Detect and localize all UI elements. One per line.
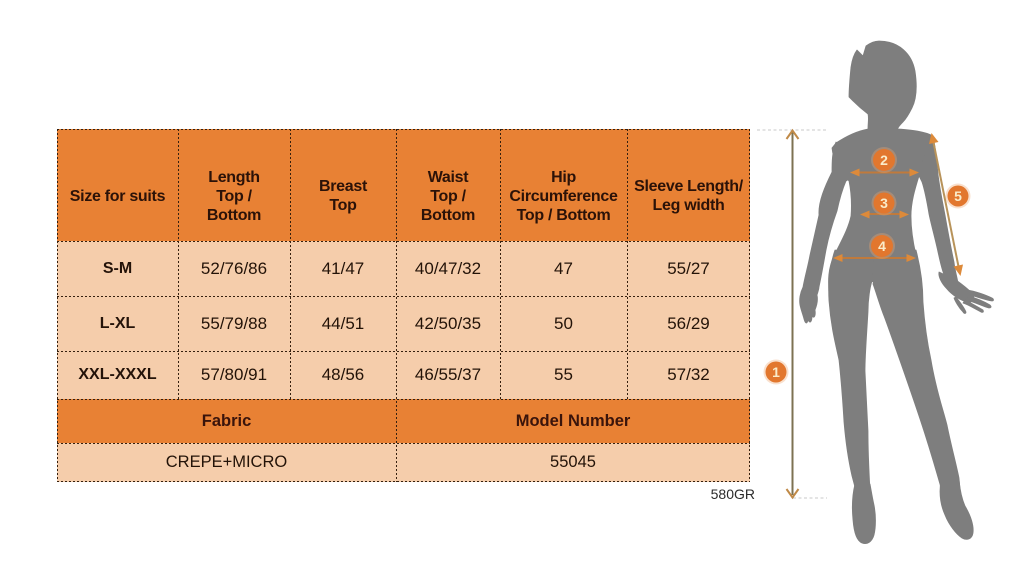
svg-text:2: 2	[880, 152, 888, 168]
svg-text:3: 3	[880, 195, 888, 211]
svg-text:1: 1	[772, 364, 780, 380]
svg-text:5: 5	[954, 188, 962, 204]
svg-text:4: 4	[878, 238, 886, 254]
